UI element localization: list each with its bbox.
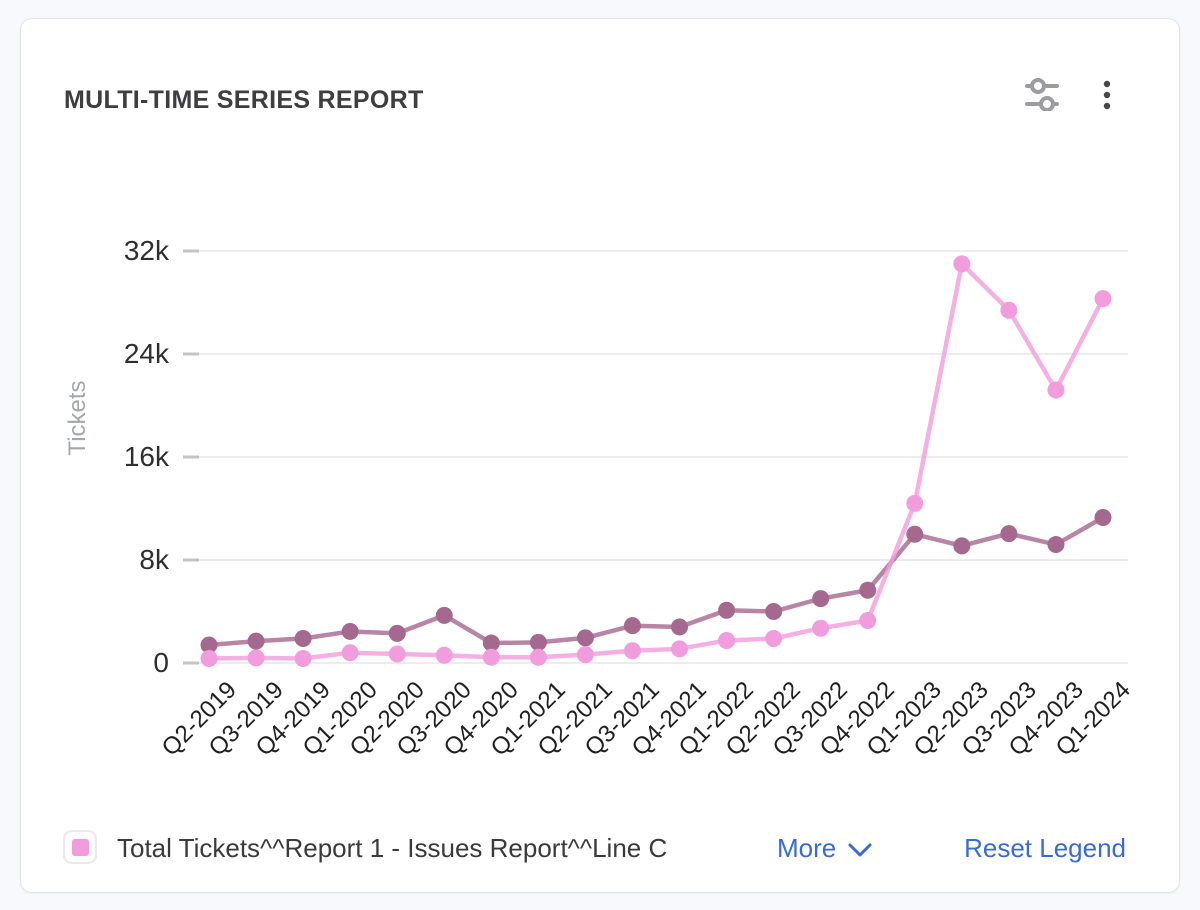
data-point[interactable]: [341, 644, 359, 662]
data-point[interactable]: [482, 634, 500, 652]
filters-sliders-icon: [1025, 78, 1059, 112]
more-label: More: [777, 833, 837, 863]
y-tick-label: 8k: [139, 544, 169, 575]
data-point[interactable]: [1094, 290, 1112, 308]
data-point[interactable]: [812, 619, 830, 637]
data-point[interactable]: [294, 630, 312, 648]
y-axis-title: Tickets: [64, 380, 91, 456]
data-point[interactable]: [1094, 509, 1112, 527]
data-point[interactable]: [529, 648, 547, 666]
data-point[interactable]: [200, 636, 218, 654]
reset-legend-button[interactable]: Reset Legend: [964, 833, 1126, 863]
data-point[interactable]: [859, 612, 877, 630]
data-point[interactable]: [718, 601, 736, 619]
data-point[interactable]: [623, 642, 641, 660]
data-point[interactable]: [482, 648, 500, 666]
data-point[interactable]: [812, 590, 830, 608]
legend-swatch-checkbox[interactable]: [63, 830, 97, 864]
filters-button[interactable]: [1017, 71, 1061, 112]
data-point[interactable]: [247, 649, 265, 667]
chevron-down-icon: [848, 843, 872, 856]
legend-more-button[interactable]: More: [777, 831, 872, 865]
data-point[interactable]: [671, 640, 689, 658]
data-point[interactable]: [859, 581, 877, 599]
y-tick-label: 0: [153, 647, 169, 678]
data-point[interactable]: [953, 537, 971, 555]
kebab-menu-icon: [1103, 80, 1111, 110]
data-point[interactable]: [294, 649, 312, 667]
data-point[interactable]: [906, 525, 924, 543]
data-point[interactable]: [529, 633, 547, 651]
series-line: [208, 515, 1105, 648]
data-point[interactable]: [341, 622, 359, 640]
data-point[interactable]: [576, 646, 594, 664]
line-chart[interactable]: [21, 19, 1179, 892]
data-point[interactable]: [1047, 381, 1065, 399]
data-point[interactable]: [435, 646, 453, 664]
series-line: [208, 261, 1106, 661]
data-point[interactable]: [765, 603, 783, 620]
y-tick-label: 32k: [123, 235, 169, 266]
data-point[interactable]: [906, 494, 924, 512]
data-point[interactable]: [435, 606, 453, 624]
data-point[interactable]: [953, 255, 971, 273]
y-tick-label: 24k: [123, 338, 169, 369]
kebab-menu-button[interactable]: [1097, 71, 1117, 115]
data-point[interactable]: [388, 645, 406, 663]
data-point[interactable]: [200, 649, 218, 667]
legend-label: Total Tickets^^Report 1 - Issues Report^…: [117, 833, 668, 863]
y-tick-label: 16k: [123, 441, 169, 472]
data-point[interactable]: [576, 629, 594, 647]
data-point[interactable]: [1047, 536, 1065, 554]
data-point[interactable]: [388, 624, 406, 642]
data-point[interactable]: [718, 631, 736, 649]
data-point[interactable]: [1000, 525, 1018, 543]
data-point[interactable]: [623, 617, 641, 635]
page-title: MULTI-TIME SERIES REPORT: [64, 86, 424, 114]
data-point[interactable]: [247, 632, 265, 650]
data-point[interactable]: [1000, 301, 1018, 319]
legend-color-swatch-icon: [71, 838, 89, 856]
data-point[interactable]: [671, 618, 689, 636]
data-point[interactable]: [765, 630, 783, 648]
report-card: MULTI-TIME SERIES REPORT 0 8k 16k 24k 32k Q2…: [20, 18, 1180, 893]
